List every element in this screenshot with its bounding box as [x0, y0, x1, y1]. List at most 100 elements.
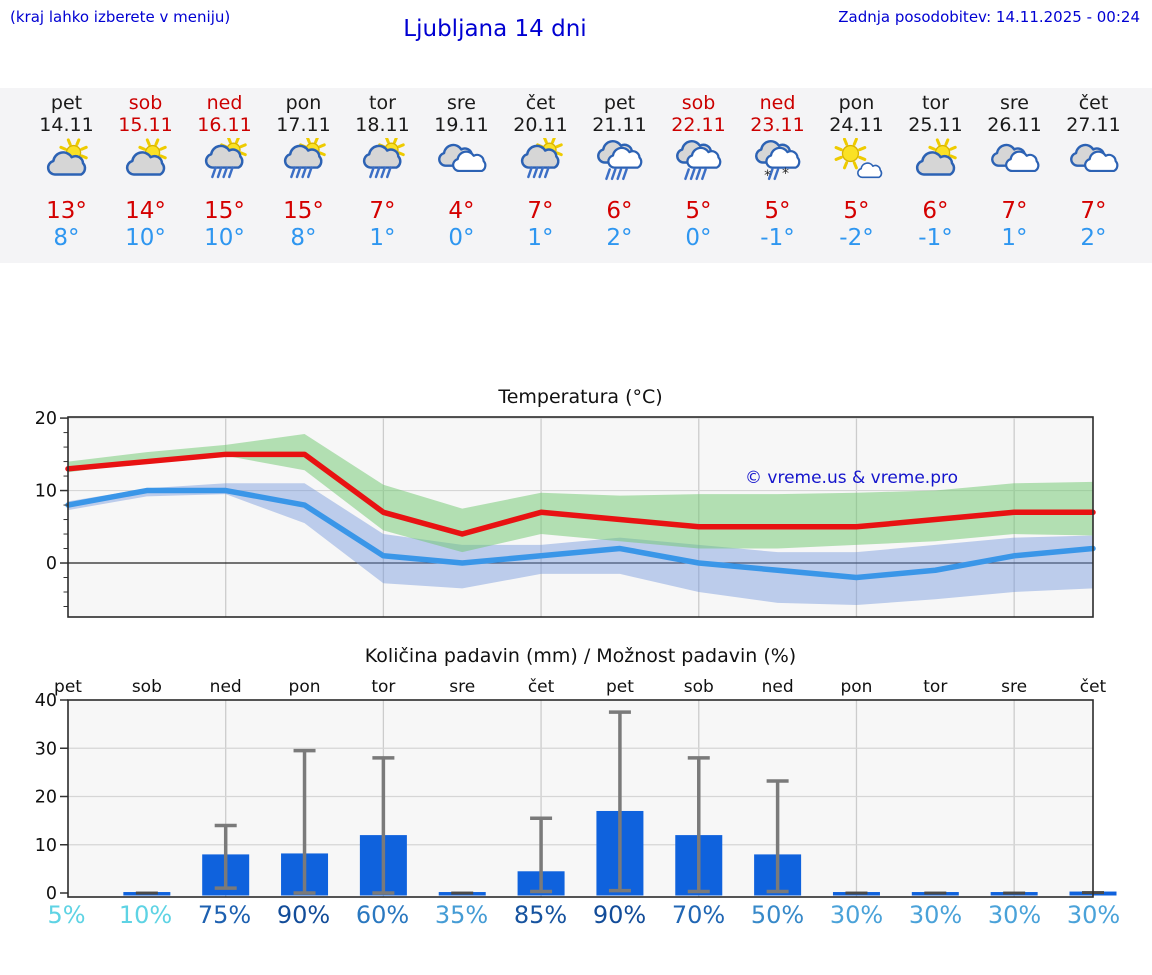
last-update: Zadnja posodobitev: 14.11.2025 - 00:24 [838, 8, 1140, 26]
day-min-temp: 8° [53, 225, 80, 251]
day-max-temp: 15° [283, 198, 324, 224]
day-date: 20.11 [513, 114, 568, 136]
day-column[interactable]: pet 21.11 6° 2° [580, 88, 659, 251]
precip-probability: 70% [671, 901, 726, 929]
day-date: 26.11 [987, 114, 1042, 136]
day-max-temp: 7° [369, 198, 396, 224]
day-date: 24.11 [829, 114, 884, 136]
day-column[interactable]: sre 26.11 7° 1° [975, 88, 1054, 251]
day-column[interactable]: čet 20.11 7° 1° [501, 88, 580, 251]
precip-day-label: pon [289, 677, 321, 697]
day-max-temp: 5° [764, 198, 791, 224]
precip-probability: 60% [355, 901, 410, 929]
day-name: pet [50, 92, 83, 114]
precip-day-label: sre [1001, 677, 1027, 697]
weather-icon-partly-cloudy [125, 138, 167, 176]
day-column[interactable]: sob 22.11 5° 0° [659, 88, 738, 251]
precip-day-label: sob [684, 677, 714, 697]
day-date: 27.11 [1066, 114, 1121, 136]
day-column[interactable]: sob 15.11 14° 10° [106, 88, 185, 251]
precip-day-label: čet [1080, 677, 1107, 697]
day-min-temp: 8° [290, 225, 317, 251]
precip-probability: 35% [434, 901, 489, 929]
weather-icon-mostly-sunny [834, 138, 882, 179]
day-date: 16.11 [197, 114, 252, 136]
day-min-temp: 2° [606, 225, 633, 251]
day-column[interactable]: tor 18.11 7° 1° [343, 88, 422, 251]
weather-icon-cloud-rain [596, 140, 642, 181]
precip-probability: 10% [118, 901, 173, 929]
precipitation-chart: pet sob ned pon tor sre čet pet sob ned pon tor sre č… [35, 677, 1117, 904]
day-name: sob [128, 92, 163, 114]
day-date: 23.11 [750, 114, 805, 136]
weather-icon-cloudy [437, 143, 486, 173]
precip-probability: 85% [513, 901, 568, 929]
day-min-temp: 0° [685, 225, 712, 251]
day-max-temp: 13° [46, 198, 87, 224]
precip-day-label: tor [923, 677, 947, 697]
day-name: sob [681, 92, 716, 114]
day-name: sre [1000, 92, 1029, 114]
day-name: pet [603, 92, 636, 114]
day-max-temp: 7° [527, 198, 554, 224]
precip-probability: 30% [829, 901, 884, 929]
precip-day-label: čet [528, 677, 555, 697]
temperature-chart-title: Temperatura (°C) [498, 386, 663, 408]
day-date: 15.11 [118, 114, 173, 136]
precip-probability: 30% [1066, 901, 1121, 929]
day-column[interactable]: pon 17.11 15° 8° [264, 88, 343, 251]
svg-text:*: * [781, 166, 788, 182]
precip-day-label: sre [449, 677, 475, 697]
day-min-temp: -1° [918, 225, 953, 251]
day-column[interactable]: čet 27.11 7° 2° [1054, 88, 1133, 251]
day-max-temp: 7° [1001, 198, 1028, 224]
weather-icon-cloudy [1069, 143, 1118, 173]
temp-ytick-label: 20 [35, 409, 57, 429]
forecast-strip: pet 14.11 13° 8° sob 15.11 14° 10° ned 16.11 15° 10… [0, 88, 1152, 263]
temperature-chart: 0 10 20 [35, 409, 1096, 618]
day-date: 22.11 [671, 114, 726, 136]
day-column[interactable]: ned 23.11 * * 5° -1° [738, 88, 817, 251]
precipitation-chart-title: Količina padavin (mm) / Možnost padavin … [364, 645, 797, 667]
day-date: 18.11 [355, 114, 410, 136]
precip-ytick-label: 40 [35, 691, 57, 711]
day-column[interactable]: pet 14.11 13° 8° [27, 88, 106, 251]
precip-probability: 5% [47, 901, 86, 929]
location-menu-hint: (kraj lahko izberete v meniju) [10, 8, 231, 26]
precipitation-probability-row: 5% 10% 75% 90% 60% 35% 85% 90% 70% 50% 30% 30% 30% 30… [27, 901, 1133, 929]
precip-day-label: pon [840, 677, 872, 697]
precip-day-label: ned [210, 677, 242, 697]
day-date: 17.11 [276, 114, 331, 136]
precip-day-label: pet [606, 677, 634, 697]
precip-ytick-label: 0 [46, 884, 57, 904]
day-column[interactable]: pon 24.11 5° -2° [817, 88, 896, 251]
day-max-temp: 15° [204, 198, 245, 224]
day-column[interactable]: sre 19.11 4° 0° [422, 88, 501, 251]
day-name: ned [206, 92, 243, 114]
precip-day-label: pet [54, 677, 82, 697]
day-name: čet [525, 92, 556, 114]
day-min-temp: 1° [527, 225, 554, 251]
precip-day-label: sob [132, 677, 162, 697]
precip-probability: 30% [987, 901, 1042, 929]
day-max-temp: 4° [448, 198, 475, 224]
precip-probability: 90% [592, 901, 647, 929]
day-min-temp: 10° [204, 225, 245, 251]
day-max-temp: 5° [685, 198, 712, 224]
precip-probability: 90% [276, 901, 331, 929]
temp-ytick-label: 0 [46, 554, 57, 574]
day-name: ned [759, 92, 796, 114]
days-grid: pet 14.11 13° 8° sob 15.11 14° 10° ned 16.11 15° 10… [27, 88, 1133, 251]
weather-icon-partly-cloudy [46, 138, 88, 176]
precip-ytick-label: 30 [35, 739, 57, 759]
day-column[interactable]: tor 25.11 6° -1° [896, 88, 975, 251]
day-name: pon [285, 92, 322, 114]
day-column[interactable]: ned 16.11 15° 10° [185, 88, 264, 251]
day-date: 21.11 [592, 114, 647, 136]
watermark: © vreme.us & vreme.pro [745, 468, 959, 488]
day-min-temp: 1° [1001, 225, 1028, 251]
weather-icon-cloud-sleet: * * [754, 140, 800, 184]
weather-icon-partly-cloudy [915, 138, 957, 176]
weather-icon-sun-cloud-rain [362, 138, 405, 179]
day-min-temp: 10° [125, 225, 166, 251]
